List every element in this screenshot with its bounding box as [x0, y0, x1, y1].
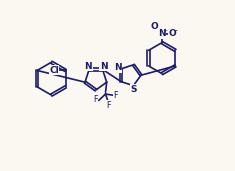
Text: +: +	[162, 28, 167, 33]
Text: -: -	[175, 27, 177, 36]
Text: N: N	[158, 29, 166, 38]
Text: O: O	[169, 29, 176, 38]
Text: S: S	[131, 85, 137, 94]
Text: Cl: Cl	[49, 66, 59, 75]
Text: O: O	[150, 22, 158, 31]
Text: F: F	[114, 91, 118, 100]
Text: F: F	[94, 95, 98, 104]
Text: N: N	[84, 62, 92, 71]
Text: N: N	[114, 63, 122, 72]
Text: F: F	[106, 101, 111, 110]
Text: N: N	[100, 62, 107, 71]
